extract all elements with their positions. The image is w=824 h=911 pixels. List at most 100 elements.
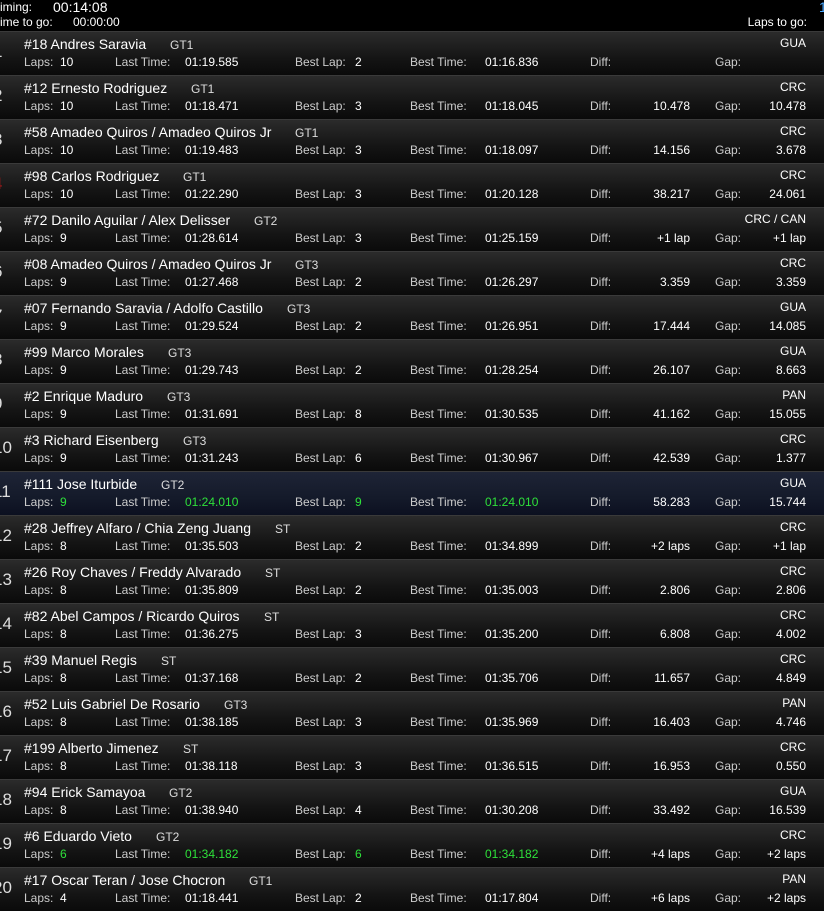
last-time-label: Last Time: xyxy=(115,451,171,465)
diff-label: Diff: xyxy=(590,539,612,553)
gap-value: +1 lap xyxy=(772,539,806,553)
position: 6 xyxy=(0,262,2,282)
standings-row[interactable]: 10 #3 Richard Eisenberg GT3 CRC Laps: 9 Last T… xyxy=(0,427,824,471)
country: PAN xyxy=(782,872,806,886)
laps-value: 10 xyxy=(60,55,74,69)
diff-value: +2 laps xyxy=(650,539,690,553)
laps-label: Laps: xyxy=(24,55,54,69)
laps-label: Laps: xyxy=(24,495,54,509)
best-time-value: 01:16.836 xyxy=(485,55,539,69)
class-badge: GT3 xyxy=(167,390,191,404)
country: CRC xyxy=(780,80,806,94)
best-lap-value: 4 xyxy=(355,803,362,817)
best-time-label: Best Time: xyxy=(410,627,467,641)
best-time-label: Best Time: xyxy=(410,407,467,421)
standings-row[interactable]: 11 #111 Jose Iturbide GT2 GUA Laps: 9 Last Tim… xyxy=(0,471,824,515)
laps-value: 9 xyxy=(60,363,67,377)
best-time-label: Best Time: xyxy=(410,275,467,289)
class-badge: GT2 xyxy=(254,214,278,228)
standings-row[interactable]: 7 #07 Fernando Saravia / Adolfo Castillo G… xyxy=(0,295,824,339)
standings-row[interactable]: 13 #26 Roy Chaves / Freddy Alvarado ST CRC L… xyxy=(0,559,824,603)
class-badge: GT2 xyxy=(161,478,185,492)
gap-value: +2 laps xyxy=(766,891,806,905)
standings-row[interactable]: 3 #58 Amadeo Quiros / Amadeo Quiros Jr GT1… xyxy=(0,119,824,163)
best-time-label: Best Time: xyxy=(410,583,467,597)
timing-header: iming: 00:14:08 ime to go: 00:00:00 Laps… xyxy=(0,0,824,31)
standings-row[interactable]: 8 #99 Marco Morales GT3 GUA Laps: 9 Last Time:… xyxy=(0,339,824,383)
gap-value: 3.359 xyxy=(775,275,806,289)
driver-name: #98 Carlos Rodriguez xyxy=(24,168,160,184)
last-time-value: 01:18.441 xyxy=(185,891,239,905)
diff-value: 17.444 xyxy=(653,319,690,333)
driver-name: #39 Manuel Regis xyxy=(24,652,137,668)
laps-label: Laps: xyxy=(24,715,54,729)
best-lap-value: 2 xyxy=(355,671,362,685)
last-time-label: Last Time: xyxy=(115,671,171,685)
diff-label: Diff: xyxy=(590,583,612,597)
best-time-value: 01:35.003 xyxy=(485,583,539,597)
standings-row[interactable]: 9 #2 Enrique Maduro GT3 PAN Laps: 9 Last Time:… xyxy=(0,383,824,427)
standings-row[interactable]: 5 #72 Danilo Aguilar / Alex Delisser GT2 CR… xyxy=(0,207,824,251)
gap-label: Gap: xyxy=(715,319,742,333)
diff-label: Diff: xyxy=(590,99,612,113)
last-time-label: Last Time: xyxy=(115,231,171,245)
gap-value: 10.478 xyxy=(769,99,806,113)
standings-row[interactable]: 1 #18 Andres Saravia GT1 GUA Laps: 10 Last Tim… xyxy=(0,31,824,75)
gap-label: Gap: xyxy=(715,627,742,641)
last-time-value: 01:34.182 xyxy=(185,847,239,861)
standings-row[interactable]: 12 #28 Jeffrey Alfaro / Chia Zeng Juang ST… xyxy=(0,515,824,559)
standings-row[interactable]: 16 #52 Luis Gabriel De Rosario GT3 PAN Laps:… xyxy=(0,691,824,735)
diff-label: Diff: xyxy=(590,55,612,69)
best-lap-label: Best Lap: xyxy=(295,627,346,641)
standings-row[interactable]: 20 #17 Oscar Teran / Jose Chocron GT1 PAN La… xyxy=(0,867,824,911)
gap-label: Gap: xyxy=(715,451,742,465)
standings-row[interactable]: 15 #39 Manuel Regis ST CRC Laps: 8 Last Time: 0… xyxy=(0,647,824,691)
last-time-label: Last Time: xyxy=(115,847,171,861)
standings-row[interactable]: 4 #98 Carlos Rodriguez GT1 CRC Laps: 10 Last T… xyxy=(0,163,824,207)
position: 7 xyxy=(0,306,2,326)
gap-value: 3.678 xyxy=(775,143,806,157)
diff-value: +1 lap xyxy=(656,231,690,245)
laps-value: 8 xyxy=(60,715,67,729)
gap-label: Gap: xyxy=(715,715,742,729)
diff-value: 2.806 xyxy=(659,583,690,597)
diff-label: Diff: xyxy=(590,847,612,861)
laps-label: Laps: xyxy=(24,143,54,157)
gap-value: +2 laps xyxy=(766,847,806,861)
standings-row[interactable]: 19 #6 Eduardo Vieto GT2 CRC Laps: 6 Last Time:… xyxy=(0,823,824,867)
best-time-label: Best Time: xyxy=(410,539,467,553)
last-time-label: Last Time: xyxy=(115,99,171,113)
country: GUA xyxy=(779,344,806,358)
laps-value: 9 xyxy=(60,407,67,421)
standings-row[interactable]: 17 #199 Alberto Jimenez ST CRC Laps: 8 Last Ti… xyxy=(0,735,824,779)
standings-row[interactable]: 14 #82 Abel Campos / Ricardo Quiros ST CRC L… xyxy=(0,603,824,647)
diff-value: 16.953 xyxy=(653,759,690,773)
last-time-label: Last Time: xyxy=(115,759,171,773)
time-to-go-value: 00:00:00 xyxy=(73,15,120,29)
class-badge: GT3 xyxy=(168,346,192,360)
best-time-label: Best Time: xyxy=(410,759,467,773)
laps-value: 8 xyxy=(60,803,67,817)
gap-value: 24.061 xyxy=(769,187,806,201)
best-time-value: 01:25.159 xyxy=(485,231,539,245)
driver-name: #52 Luis Gabriel De Rosario xyxy=(24,696,200,712)
diff-value: 58.283 xyxy=(653,495,690,509)
standings-row[interactable]: 2 #12 Ernesto Rodriguez GT1 CRC Laps: 10 Last … xyxy=(0,75,824,119)
class-badge: ST xyxy=(264,610,280,624)
laps-label: Laps: xyxy=(24,187,54,201)
country: CRC xyxy=(780,432,806,446)
best-lap-label: Best Lap: xyxy=(295,539,346,553)
country: PAN xyxy=(782,388,806,402)
gap-value: 14.085 xyxy=(769,319,806,333)
gap-label: Gap: xyxy=(715,275,742,289)
position: 17 xyxy=(0,746,12,765)
laps-label: Laps: xyxy=(24,99,54,113)
gap-label: Gap: xyxy=(715,495,742,509)
standings-row[interactable]: 6 #08 Amadeo Quiros / Amadeo Quiros Jr GT3… xyxy=(0,251,824,295)
standings-row[interactable]: 18 #94 Erick Samayoa GT2 GUA Laps: 8 Last Time… xyxy=(0,779,824,823)
best-time-label: Best Time: xyxy=(410,319,467,333)
last-time-label: Last Time: xyxy=(115,407,171,421)
class-badge: GT2 xyxy=(169,786,193,800)
best-lap-label: Best Lap: xyxy=(295,583,346,597)
gap-label: Gap: xyxy=(715,759,742,773)
